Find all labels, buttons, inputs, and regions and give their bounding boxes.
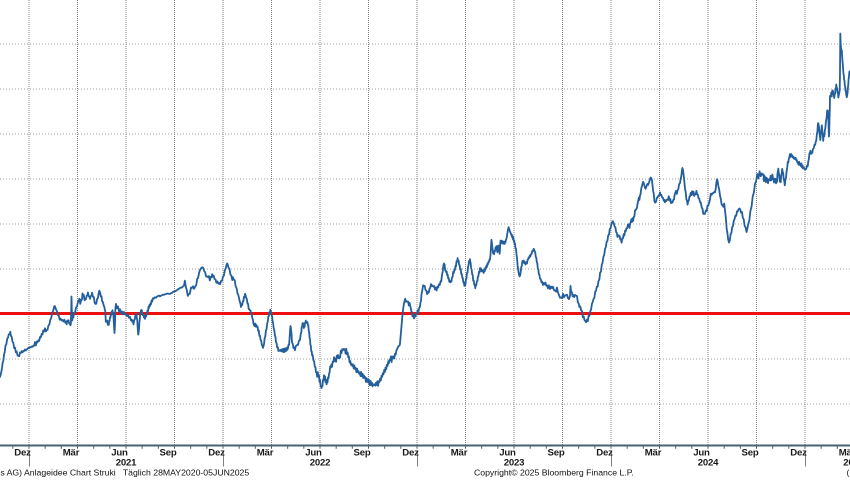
svg-text:Jun: Jun xyxy=(305,448,322,459)
svg-text:Mär: Mär xyxy=(257,448,274,459)
svg-text:Sep: Sep xyxy=(548,448,565,459)
svg-text:ns AG) Anlageidee Chart Struki: ns AG) Anlageidee Chart Struki Täglich 2… xyxy=(0,468,249,478)
svg-text:2021: 2021 xyxy=(116,458,137,469)
svg-text:Sep: Sep xyxy=(160,448,177,459)
svg-text:Dez: Dez xyxy=(14,448,31,459)
svg-text:2025: 2025 xyxy=(843,458,850,469)
svg-text:Dez: Dez xyxy=(402,448,419,459)
svg-text:Jun: Jun xyxy=(499,448,516,459)
svg-text:Dez: Dez xyxy=(208,448,225,459)
svg-text:Mär: Mär xyxy=(645,448,662,459)
svg-text:2022: 2022 xyxy=(310,458,331,469)
svg-text:Mär: Mär xyxy=(63,448,80,459)
svg-text:Sep: Sep xyxy=(354,448,371,459)
svg-text:Mär: Mär xyxy=(839,448,850,459)
svg-text:Mär: Mär xyxy=(451,448,468,459)
svg-text:2024: 2024 xyxy=(698,458,719,469)
svg-text:(: ( xyxy=(847,468,850,478)
svg-text:Dez: Dez xyxy=(790,448,807,459)
svg-text:2023: 2023 xyxy=(504,458,525,469)
svg-text:Sep: Sep xyxy=(742,448,759,459)
svg-text:Jun: Jun xyxy=(111,448,128,459)
svg-text:Dez: Dez xyxy=(596,448,613,459)
svg-text:Copyright© 2025 Bloomberg Fina: Copyright© 2025 Bloomberg Finance L.P. xyxy=(474,468,634,478)
svg-text:Jun: Jun xyxy=(693,448,710,459)
